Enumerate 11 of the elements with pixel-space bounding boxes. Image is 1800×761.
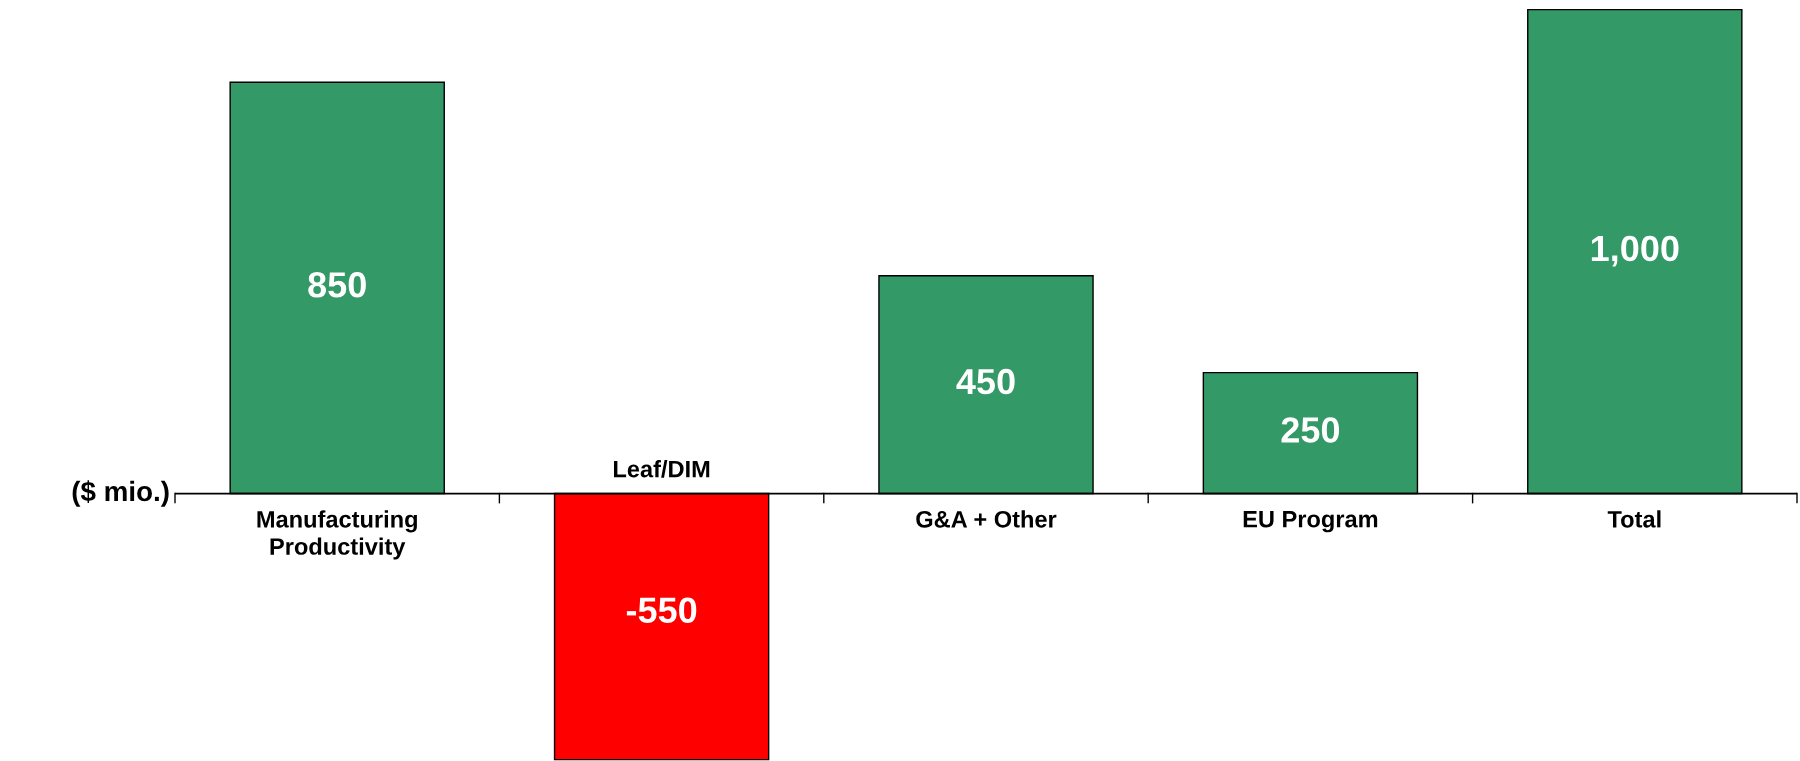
data-label: 850 [308, 272, 366, 298]
x-tick-label: Leaf/DIM [613, 460, 710, 478]
data-label: 1,000 [1591, 235, 1679, 267]
x-tick-label: G&A + Other [916, 510, 1057, 528]
data-label: 450 [956, 368, 1015, 395]
data-label: 250 [1281, 417, 1340, 443]
x-tick-label: EU Program [1243, 511, 1378, 533]
x-tick-label: Total [1607, 510, 1661, 528]
x-tick-label: Manufacturing Productivity [257, 510, 417, 560]
y-axis-title: ($ mio.) [72, 480, 169, 507]
data-label: -550 [626, 597, 697, 623]
